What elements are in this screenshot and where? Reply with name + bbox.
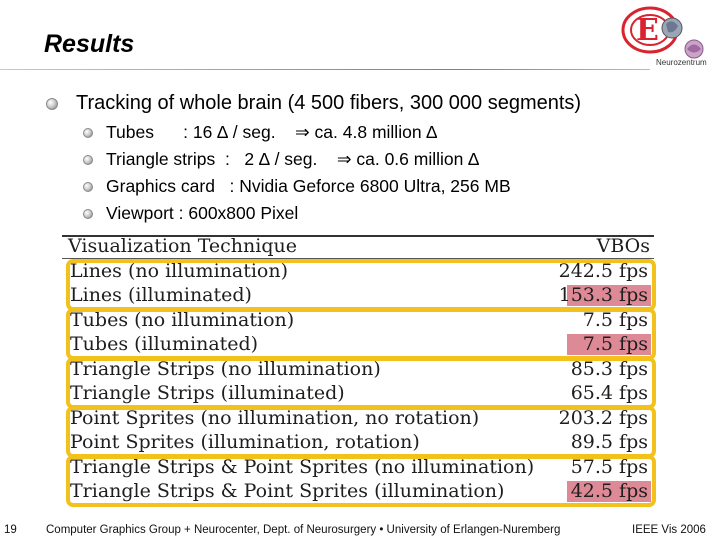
neurocenter-logo-icon: E xyxy=(621,6,704,59)
table-row-technique: Tubes (illuminated) xyxy=(70,333,259,355)
group-outline-tubes xyxy=(66,308,656,360)
svg-text:E: E xyxy=(636,13,659,48)
table-header-rule xyxy=(62,258,654,259)
table-row-technique: Triangle Strips & Point Sprites (illumin… xyxy=(70,480,505,502)
table-row-vbos: 89.5 fps xyxy=(570,431,648,453)
sub-point-graphics-card: Graphics card : Nvidia Geforce 6800 Ultr… xyxy=(106,176,511,196)
table-top-rule xyxy=(62,235,654,237)
highlight-cell xyxy=(567,481,651,502)
sub-point-tubes: Tubes : 16 ∆ / seg. ⇒ ca. 4.8 million ∆ xyxy=(106,122,438,142)
table-row-vbos: 242.5 fps xyxy=(558,260,648,282)
slide-title: Results xyxy=(44,30,135,58)
sub-bullet-icon xyxy=(83,128,93,138)
table-row-vbos: 57.5 fps xyxy=(570,456,648,478)
title-divider xyxy=(0,69,650,70)
sub-bullet-icon xyxy=(83,182,93,192)
group-outline-combined xyxy=(66,455,656,507)
main-bullet-icon xyxy=(46,98,58,110)
table-row-technique: Triangle Strips (illuminated) xyxy=(70,382,345,404)
results-table: Visualization Technique VBOs Lines (no i… xyxy=(58,232,660,512)
table-row-vbos: 7.5 fps xyxy=(582,309,648,331)
table-row-technique: Triangle Strips (no illumination) xyxy=(70,358,381,380)
table-row-technique: Lines (illuminated) xyxy=(70,284,252,306)
table-row-technique: Point Sprites (illumination, rotation) xyxy=(70,431,420,453)
table-row-vbos: 203.2 fps xyxy=(558,407,648,429)
table-row-vbos: 85.3 fps xyxy=(570,358,648,380)
table-row-vbos: 42.5 fps xyxy=(570,480,648,502)
sub-bullet-icon xyxy=(83,155,93,165)
sub-point-viewport: Viewport : 600x800 Pixel xyxy=(106,203,299,223)
table-row-vbos: 7.5 fps xyxy=(582,333,648,355)
page-number: 19 xyxy=(4,524,17,536)
highlight-cell xyxy=(567,285,651,306)
footer-affiliation: Computer Graphics Group + Neurocenter, D… xyxy=(46,524,561,536)
group-outline-triangle-strips xyxy=(66,357,656,409)
table-header-vbos: VBOs xyxy=(596,235,650,257)
table-row-vbos: 153.3 fps xyxy=(558,284,648,306)
group-outline-point-sprites xyxy=(66,406,656,458)
table-header-technique: Visualization Technique xyxy=(68,235,297,257)
table-row-technique: Triangle Strips & Point Sprites (no illu… xyxy=(70,456,535,478)
table-row-technique: Point Sprites (no illumination, no rotat… xyxy=(70,407,480,429)
table-row-technique: Lines (no illumination) xyxy=(70,260,289,282)
footer-conference: IEEE Vis 2006 xyxy=(632,524,706,536)
highlight-cell xyxy=(567,334,651,355)
table-row-technique: Tubes (no illumination) xyxy=(70,309,295,331)
logo-caption: Neurozentrum xyxy=(656,58,707,67)
group-outline-lines xyxy=(66,259,656,311)
sub-bullet-icon xyxy=(83,209,93,219)
table-row-vbos: 65.4 fps xyxy=(570,382,648,404)
main-point: Tracking of whole brain (4 500 fibers, 3… xyxy=(76,92,582,114)
sub-point-triangle-strips: Triangle strips : 2 ∆ / seg. ⇒ ca. 0.6 m… xyxy=(106,149,479,169)
